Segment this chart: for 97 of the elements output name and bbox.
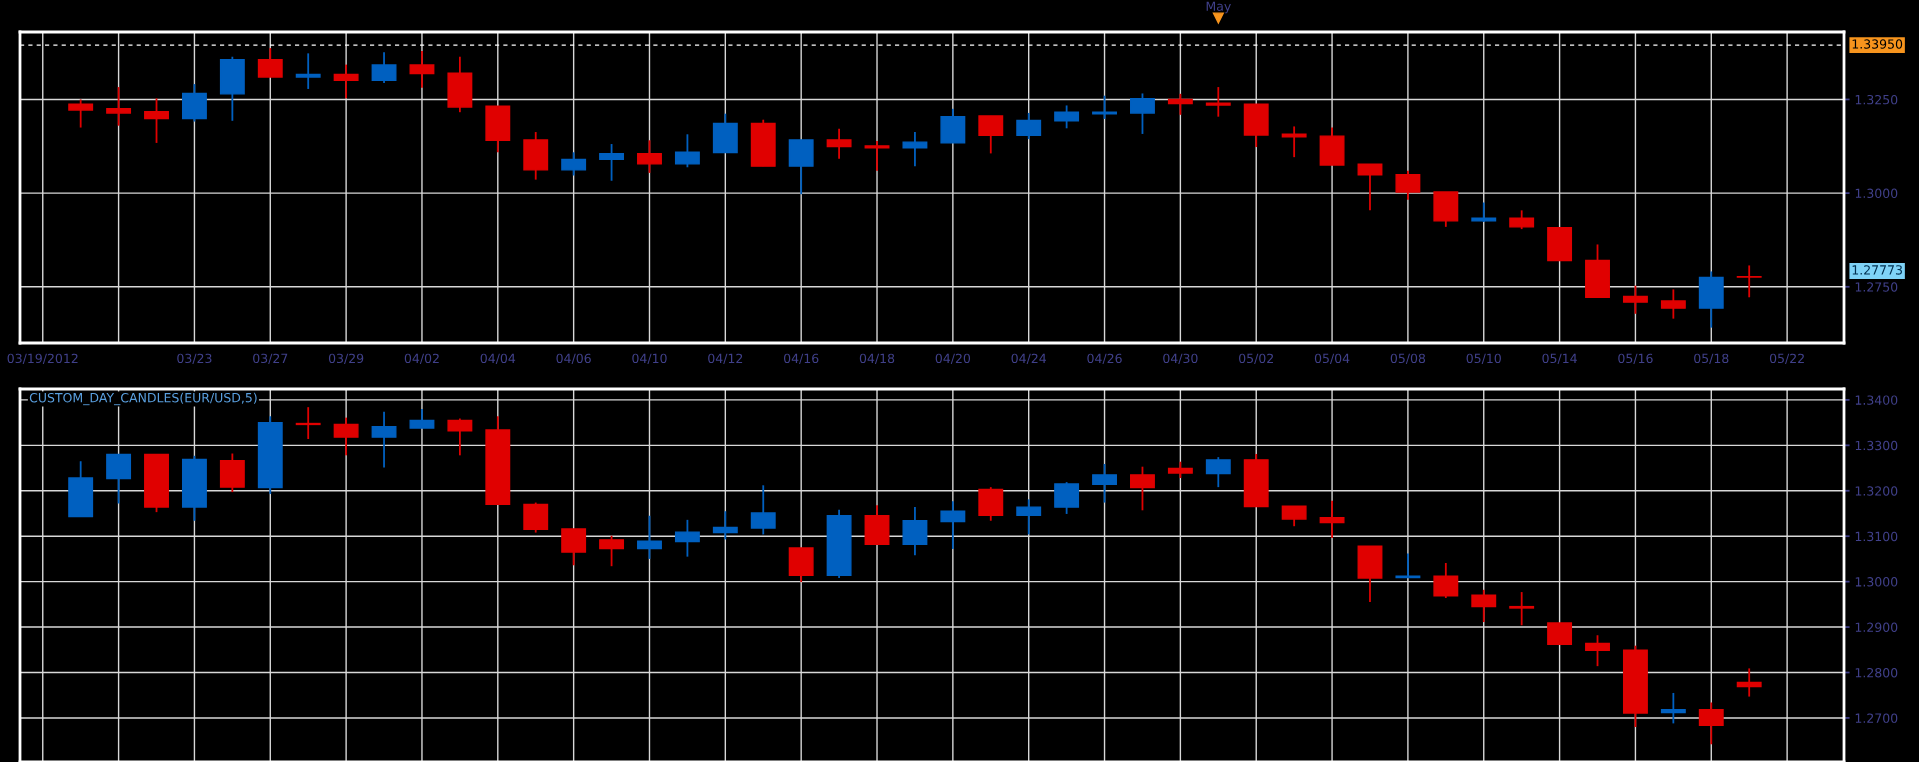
candlestick xyxy=(1509,209,1535,230)
candlestick xyxy=(1357,163,1383,212)
text: May xyxy=(1206,1,1231,14)
ref-line-label: 1.33950 xyxy=(1852,39,1903,49)
candlestick xyxy=(1054,104,1080,130)
y-tick-label: 1.2900 xyxy=(1855,622,1898,632)
y-tick-label: 1.3000 xyxy=(1855,188,1898,199)
candlestick xyxy=(144,97,169,144)
candlestick xyxy=(295,52,321,90)
y-tick-label: 1.3100 xyxy=(1855,531,1898,542)
candlestick xyxy=(1736,264,1762,299)
candlestick xyxy=(1471,588,1497,623)
candlestick xyxy=(1130,92,1155,135)
candlestick xyxy=(1016,112,1042,141)
candlestick xyxy=(1660,288,1686,320)
candlestick xyxy=(561,528,587,567)
y-tick-label: 1.3200 xyxy=(1855,486,1898,496)
candlestick xyxy=(1622,284,1648,315)
x-tick-label: 04/10 xyxy=(632,353,667,365)
y-tick-label: 1.3000 xyxy=(1855,577,1898,587)
y-tick-label: 1.2700 xyxy=(1855,713,1898,723)
x-tick-label: 04/26 xyxy=(1087,353,1122,365)
candlestick xyxy=(409,50,435,89)
candlestick xyxy=(1395,552,1421,579)
x-tick-label: 03/23 xyxy=(177,353,212,365)
x-tick-label: 05/04 xyxy=(1314,353,1350,365)
candlestick xyxy=(674,133,700,169)
y-tick-label: 1.3400 xyxy=(1855,395,1898,405)
candlestick xyxy=(1319,499,1345,539)
y-tick-label: 1.2800 xyxy=(1855,667,1898,678)
candlestick xyxy=(1433,562,1459,599)
candlestick xyxy=(902,506,928,557)
x-tick-label: 04/24 xyxy=(1011,353,1047,365)
x-tick-label: 04/04 xyxy=(480,353,516,365)
candlestick xyxy=(674,518,700,558)
x-tick-label: 04/30 xyxy=(1163,353,1198,365)
candlestick xyxy=(1698,701,1724,746)
candlestick xyxy=(1092,94,1117,120)
candlestick xyxy=(1205,456,1231,489)
candlestick xyxy=(295,406,321,440)
candlestick xyxy=(826,127,852,160)
x-tick-label: 04/16 xyxy=(783,353,819,365)
x-tick-label: 03/29 xyxy=(328,353,364,365)
y-tick-label: 1.3300 xyxy=(1855,440,1898,451)
text: 1.27773 xyxy=(1852,265,1902,275)
candlestick xyxy=(1395,169,1421,201)
candlestick xyxy=(1092,463,1117,504)
candlestick xyxy=(371,410,397,469)
candlestick xyxy=(257,47,283,78)
x-tick-label: 05/22 xyxy=(1769,353,1804,365)
candlestick xyxy=(599,534,625,568)
candlestick xyxy=(1660,692,1686,725)
candlestick xyxy=(599,143,625,182)
x-tick-label: 04/02 xyxy=(404,353,439,365)
x-tick-label: 05/02 xyxy=(1239,353,1273,365)
candlestick xyxy=(637,514,662,560)
candlestick xyxy=(978,115,1004,155)
candlestick xyxy=(409,408,435,429)
candlestick xyxy=(637,139,662,174)
candlestick xyxy=(1281,125,1307,159)
candlestick xyxy=(106,86,132,127)
candlestick xyxy=(1016,498,1042,536)
candlestick xyxy=(333,416,359,457)
candlestick xyxy=(750,484,776,536)
candlestick xyxy=(447,417,473,457)
candlestick xyxy=(940,500,966,550)
candlestick xyxy=(864,140,890,172)
candlestick xyxy=(1736,667,1762,698)
candlestick xyxy=(68,98,94,129)
x-tick-label: 03/19/2012 xyxy=(7,353,78,365)
candlestick xyxy=(1585,634,1610,668)
candlestick xyxy=(1130,465,1155,512)
x-tick-label: 03/27 xyxy=(253,353,288,365)
candlestick xyxy=(333,63,359,100)
x-tick-label: 05/14 xyxy=(1542,353,1577,365)
candlestick xyxy=(1547,622,1573,646)
candlestick xyxy=(712,510,738,541)
x-tick-label: 04/06 xyxy=(556,353,591,365)
x-tick-label: 04/12 xyxy=(708,353,743,365)
candlestick xyxy=(371,51,397,84)
chart-title: CUSTOM_DAY_CANDLES(EUR/USD,5) xyxy=(29,392,257,406)
y-tick-label: 1.2750 xyxy=(1855,282,1898,292)
x-tick-label: 05/18 xyxy=(1694,353,1729,365)
x-tick-label: 04/20 xyxy=(935,353,971,365)
y-tick-label: 1.3250 xyxy=(1855,94,1898,105)
candlestick xyxy=(1471,201,1497,223)
x-tick-label: 05/16 xyxy=(1618,353,1653,365)
candlestick xyxy=(1054,481,1080,515)
candlestick xyxy=(1509,591,1535,627)
x-tick-label: 04/18 xyxy=(859,353,895,365)
x-tick-label: 05/10 xyxy=(1466,353,1501,365)
candlestick xyxy=(1167,92,1193,116)
candlestick xyxy=(902,131,928,168)
candlestick xyxy=(1281,505,1307,528)
x-tick-label: 05/08 xyxy=(1390,353,1426,365)
candlestick xyxy=(1205,86,1231,118)
candlestick xyxy=(561,151,587,177)
